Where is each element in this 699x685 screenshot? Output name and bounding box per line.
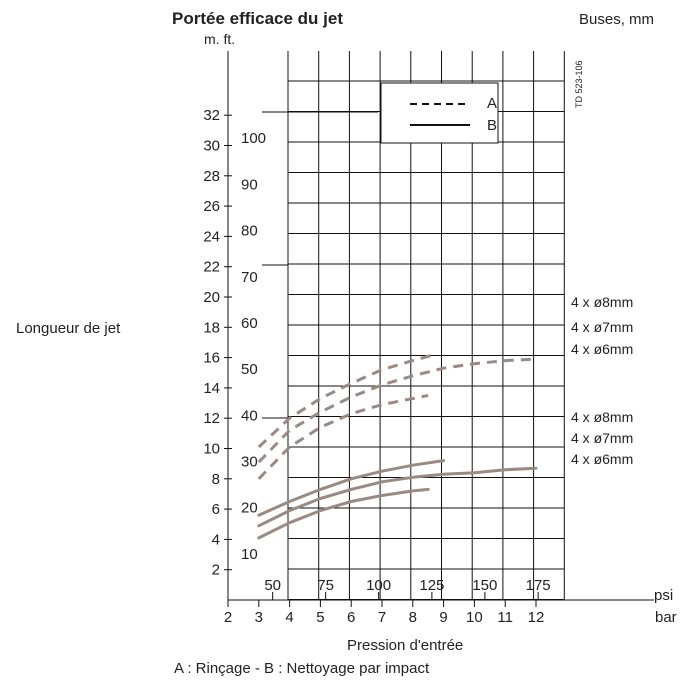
curve-label: 4 x ø8mm	[571, 294, 633, 310]
feet-tick-label: 60	[241, 315, 258, 332]
legend-box	[380, 82, 499, 144]
meter-tick-label: 4	[212, 531, 220, 548]
psi-tick-label: 125	[419, 577, 444, 594]
psi-unit-label: psi	[654, 587, 673, 604]
curve-label: 4 x ø7mm	[571, 430, 633, 446]
curve-b-2	[257, 487, 430, 540]
meter-tick-label: 14	[203, 380, 220, 397]
feet-tick-label: 100	[241, 130, 266, 147]
x-axis-label: Pression d'entrée	[347, 637, 463, 654]
y-axis-label: Longueur de jet	[16, 320, 121, 337]
bar-tick-label: 11	[497, 609, 513, 626]
feet-tick-labels: 10 20 30 40 50 60 70 80 90 100	[241, 130, 266, 563]
feet-tick-label: 30	[241, 453, 258, 470]
bar-tick-label: 9	[439, 609, 447, 626]
meter-tick-label: 10	[203, 441, 220, 458]
meter-tick-label: 32	[203, 107, 220, 124]
psi-tick-label: 50	[264, 577, 281, 594]
feet-tick-label: 90	[241, 176, 258, 193]
feet-tick-label: 80	[241, 223, 258, 240]
meter-tick-label: 16	[203, 350, 220, 367]
curve-label: 4 x ø6mm	[571, 451, 633, 467]
chart-subtitle: Buses, mm	[579, 11, 654, 28]
curves	[257, 353, 538, 540]
meter-tick-label: 30	[203, 138, 220, 155]
bar-tick-label: 7	[378, 609, 386, 626]
meter-tick-label: 28	[203, 168, 220, 185]
curve-a-2	[257, 394, 429, 480]
psi-tick-label: 150	[472, 577, 497, 594]
meter-tick-label: 8	[212, 471, 220, 488]
bar-tick-labels: 2 3 4 5 6 7 8 9 10 11 12	[224, 600, 545, 626]
curve-label: 4 x ø8mm	[571, 409, 633, 425]
chart-axes	[227, 51, 654, 601]
meter-tick-label: 20	[203, 289, 220, 306]
bar-tick-label: 12	[528, 609, 545, 626]
meter-tick-label: 26	[203, 198, 220, 215]
meter-tick-label: 2	[212, 562, 220, 579]
curve-b-1	[257, 466, 538, 528]
y-units-label: m. ft.	[204, 31, 235, 47]
curve-a-1	[257, 357, 537, 464]
meter-tick-label: 12	[203, 410, 220, 427]
psi-tick-label: 100	[366, 577, 391, 594]
meter-tick-label: 6	[212, 501, 220, 518]
feet-tick-label: 40	[241, 407, 258, 424]
meter-tick-label: 18	[203, 319, 220, 336]
psi-tick-label: 75	[317, 577, 334, 594]
feet-tick-label: 20	[241, 500, 258, 517]
document-reference: TD 523-106	[574, 60, 584, 108]
curve-label: 4 x ø7mm	[571, 319, 633, 335]
bar-tick-label: 3	[255, 609, 263, 626]
legend-label-b: B	[487, 117, 497, 134]
bar-unit-label: bar	[655, 609, 677, 626]
bar-tick-label: 8	[409, 609, 417, 626]
curve-a-0	[257, 353, 435, 449]
chart-caption: A : Rinçage - B : Nettoyage par impact	[174, 660, 430, 677]
curve-label: 4 x ø6mm	[571, 341, 633, 357]
meter-tick-label: 24	[203, 228, 220, 245]
psi-tick-labels: 50 75 100 125 150 175	[264, 577, 551, 600]
feet-tick-label: 70	[241, 269, 258, 286]
meter-tick-label: 22	[203, 259, 220, 276]
feet-tick-label: 50	[241, 361, 258, 378]
bar-tick-label: 4	[285, 609, 293, 626]
bar-tick-label: 5	[316, 609, 324, 626]
psi-tick-label: 175	[526, 577, 551, 594]
bar-tick-label: 2	[224, 609, 232, 626]
curve-labels: 4 x ø8mm 4 x ø7mm 4 x ø6mm 4 x ø8mm 4 x ø7mm…	[571, 294, 633, 467]
legend-label-a: A	[487, 95, 497, 112]
bar-tick-label: 6	[347, 609, 355, 626]
chart-title: Portée efficace du jet	[172, 9, 343, 28]
curve-b-0	[257, 459, 446, 517]
bar-tick-label: 10	[466, 609, 483, 626]
feet-tick-label: 10	[241, 546, 258, 563]
